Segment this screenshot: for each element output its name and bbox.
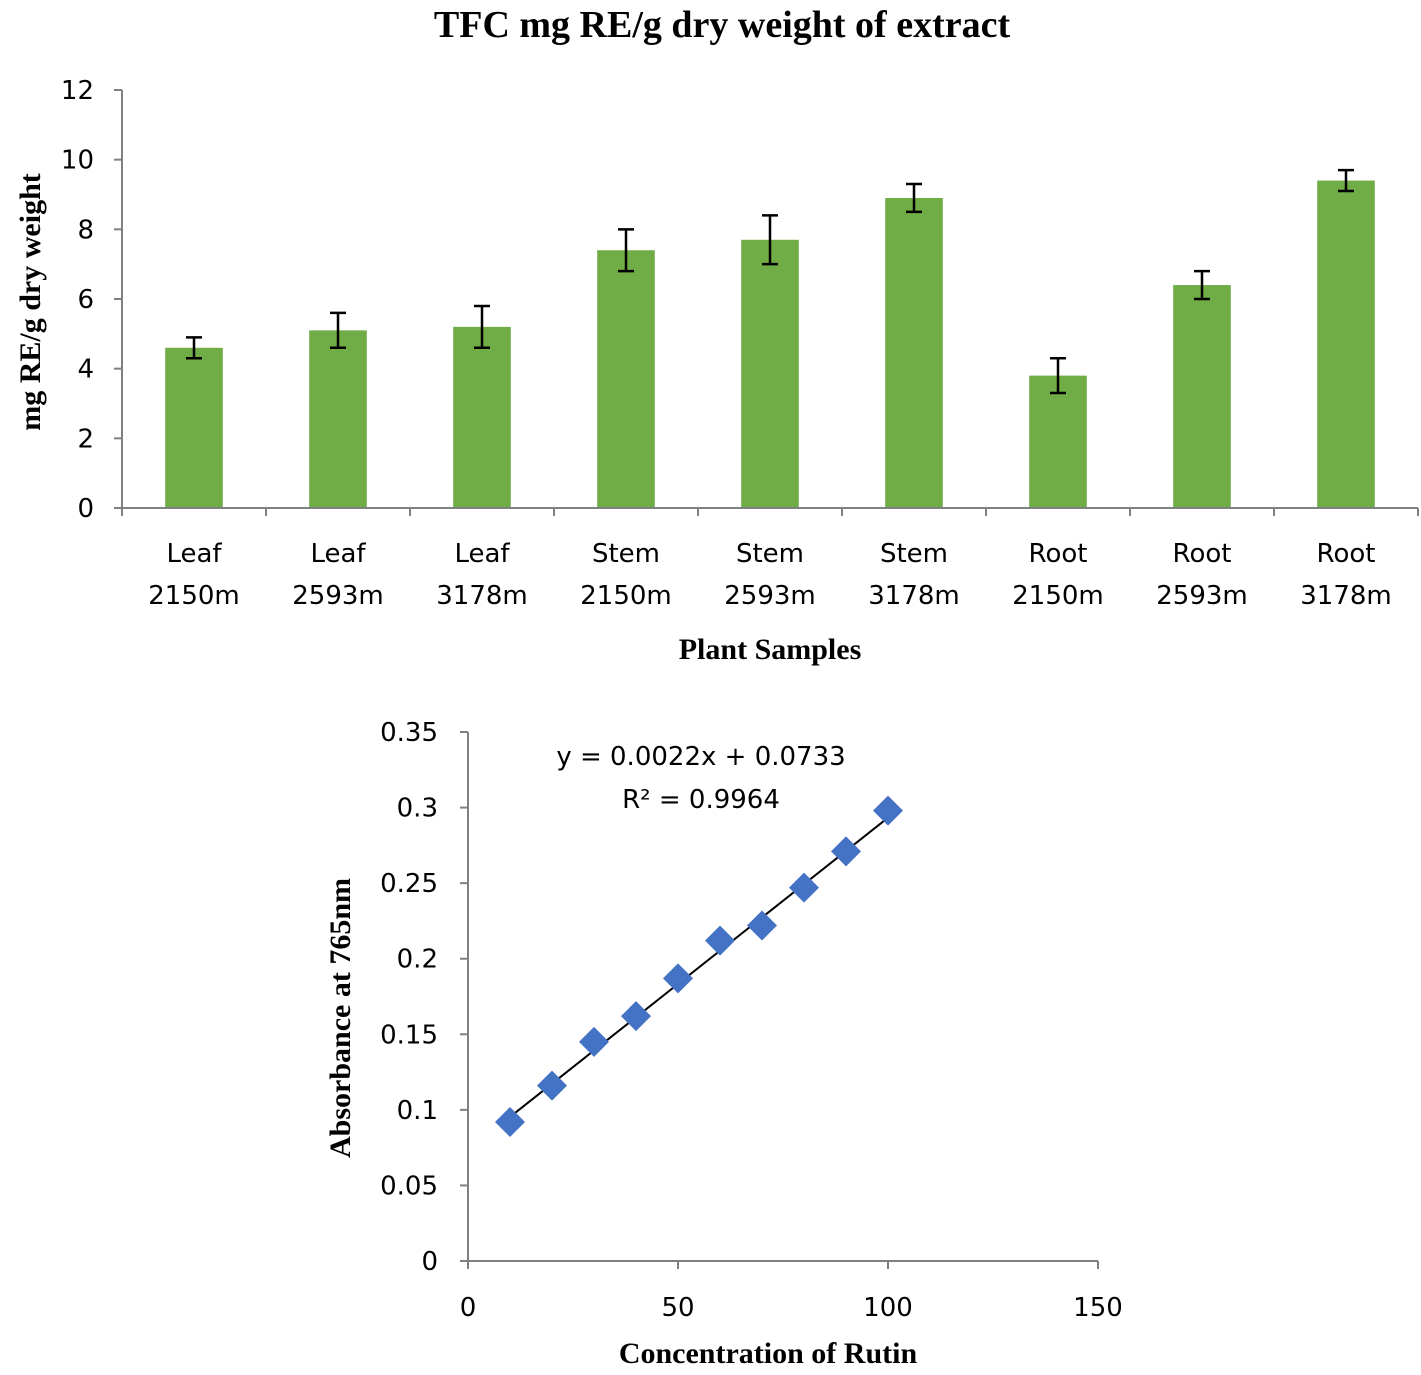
scatter-x-tick-label: 50 — [661, 1293, 694, 1323]
bar-chart-title: TFC mg RE/g dry weight of extract — [434, 4, 1011, 46]
scatter-point — [705, 925, 735, 956]
scatter-point — [579, 1026, 609, 1057]
scatter-x-tick-label: 0 — [460, 1293, 477, 1323]
bar — [885, 197, 943, 508]
scatter-point — [621, 1001, 651, 1032]
scatter-point — [663, 963, 693, 994]
error-bar — [906, 182, 922, 214]
scatter-axes — [467, 732, 1098, 1262]
scatter-y-tick-label: 0.3 — [397, 794, 438, 824]
bar-y-ticks: 0 2 4 6 8 10 12 — [61, 76, 122, 524]
scatter-y-tick-label: 0.25 — [380, 869, 438, 899]
bar — [1029, 375, 1087, 508]
bar-x-label-line1: Stem — [880, 539, 948, 569]
bar-x-label-line2: 2593m — [292, 581, 384, 611]
scatter-point — [873, 795, 903, 826]
bar-x-label-line1: Leaf — [454, 539, 510, 569]
trendline-equation: y = 0.0022x + 0.0733 — [556, 742, 845, 772]
scatter-point — [789, 872, 819, 903]
bar — [741, 239, 799, 509]
bar-y-tick-label: 4 — [77, 355, 94, 385]
bar-x-labels: Leaf 2150m Leaf 2593m Leaf 3178m Stem 2150m Stem… — [148, 539, 1392, 611]
scatter-y-tick-label: 0.15 — [380, 1020, 438, 1050]
scatter-y-tick-label: 0.35 — [380, 718, 438, 748]
scatter-x-tick-label: 100 — [863, 1293, 913, 1323]
bar-y-tick-label: 2 — [77, 424, 94, 454]
bar-y-tick-label: 6 — [77, 285, 94, 315]
bar-x-label-line1: Stem — [736, 539, 804, 569]
scatter-y-tick-label: 0 — [421, 1247, 438, 1277]
bar-x-label-line2: 2150m — [1012, 581, 1104, 611]
scatter-x-ticks: 0 50 100 150 — [460, 1261, 1123, 1323]
error-bar — [1050, 356, 1066, 395]
scatter-point — [537, 1070, 567, 1101]
bar-x-label-line2: 2593m — [1156, 581, 1248, 611]
trendline-r-squared: R² = 0.9964 — [622, 785, 780, 815]
bar-x-label-line1: Stem — [592, 539, 660, 569]
error-bar — [762, 214, 778, 266]
bar-x-label-line1: Root — [1317, 539, 1376, 569]
error-bar — [1338, 168, 1354, 193]
bar-x-label-line1: Root — [1173, 539, 1232, 569]
scatter-point — [831, 836, 861, 867]
scatter-point — [495, 1106, 525, 1137]
bar-x-label-line1: Leaf — [310, 539, 366, 569]
bar-chart-x-axis-title: Plant Samples — [679, 633, 862, 666]
bar-x-label-line2: 3178m — [868, 581, 960, 611]
bar-x-label-line2: 2593m — [724, 581, 816, 611]
scatter-y-tick-label: 0.1 — [397, 1096, 438, 1126]
bar-y-tick-label: 8 — [77, 215, 94, 245]
bar-series — [165, 180, 1375, 509]
bar — [165, 347, 223, 508]
bar-error-bars — [186, 168, 1354, 395]
bar-x-label-line2: 2150m — [580, 581, 672, 611]
bar-x-label-line1: Leaf — [166, 539, 222, 569]
bar — [309, 330, 367, 508]
error-bar — [474, 304, 490, 350]
scatter-y-tick-label: 0.05 — [380, 1171, 438, 1201]
bar — [1173, 285, 1231, 508]
bar — [453, 326, 511, 508]
bar-x-label-line2: 3178m — [436, 581, 528, 611]
scatter-points — [495, 795, 903, 1137]
bar — [1317, 180, 1375, 509]
scatter-point — [747, 910, 777, 941]
bar-chart: TFC mg RE/g dry weight of extract mg RE/… — [14, 4, 1419, 666]
bar-chart-y-axis-title: mg RE/g dry weight — [14, 173, 47, 431]
scatter-x-axis-title: Concentration of Rutin — [619, 1337, 918, 1370]
bar-x-label-line2: 3178m — [1300, 581, 1392, 611]
error-bar — [1194, 269, 1210, 301]
scatter-x-tick-label: 150 — [1073, 1293, 1123, 1323]
bar-y-tick-label: 12 — [61, 76, 94, 106]
bar — [597, 250, 655, 508]
scatter-y-ticks: 0 0.05 0.1 0.15 0.2 0.25 0.3 0.35 — [380, 718, 468, 1277]
error-bar — [330, 311, 346, 350]
bar-axes — [121, 90, 1419, 516]
bar-y-tick-label: 10 — [61, 146, 94, 176]
bar-y-tick-label: 0 — [77, 494, 94, 524]
scatter-chart: Absorbance at 765nm Concentration of Rut… — [324, 718, 1123, 1370]
bar-x-label-line1: Root — [1029, 539, 1088, 569]
scatter-trendline-group — [509, 816, 889, 1118]
scatter-y-tick-label: 0.2 — [397, 945, 438, 975]
error-bar — [186, 336, 202, 360]
error-bar — [618, 228, 634, 273]
bar-x-label-line2: 2150m — [148, 581, 240, 611]
scatter-trendline — [509, 816, 889, 1118]
scatter-y-axis-title: Absorbance at 765nm — [324, 878, 357, 1158]
